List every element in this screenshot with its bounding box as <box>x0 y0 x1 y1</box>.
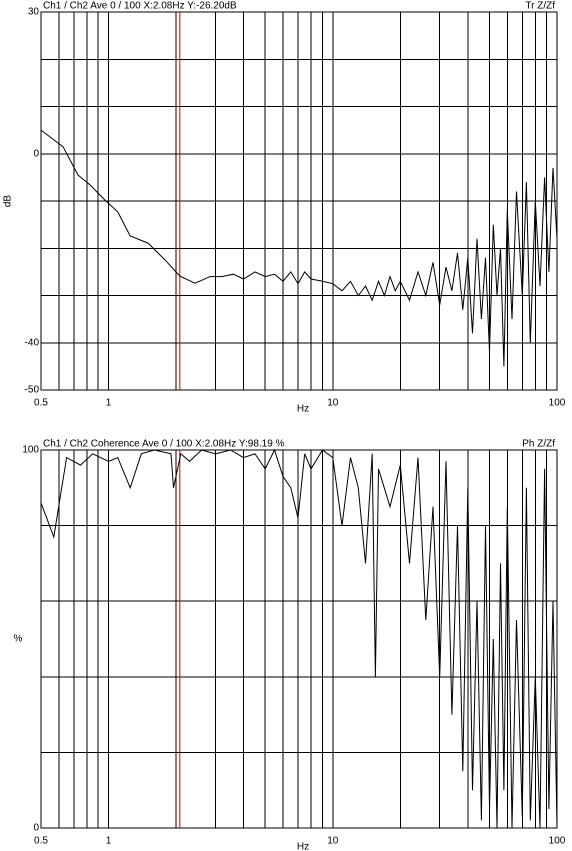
y-tick-label: 0 <box>33 823 39 834</box>
header-right: Tr Z/Zf <box>525 1 555 12</box>
header-left: Ch1 / Ch2 Ave 0 / 100 X:2.08Hz Y:-26.20d… <box>43 1 237 12</box>
y-axis-label: % <box>14 634 23 645</box>
data-line <box>40 129 558 367</box>
header-left: Ch1 / Ch2 Coherence Ave 0 / 100 X:2.08Hz… <box>43 439 285 450</box>
y-tick-label: 30 <box>28 7 40 18</box>
header-right: Ph Z/Zf <box>522 439 555 450</box>
x-tick-label: 1 <box>106 398 112 409</box>
y-tick-label: 100 <box>22 445 39 456</box>
x-tick-label: 1 <box>106 836 112 847</box>
x-tick-label: 10 <box>327 836 339 847</box>
y-tick-label: -40 <box>25 337 40 348</box>
x-tick-label: 0.5 <box>34 398 48 409</box>
x-axis-label: Hz <box>297 842 309 851</box>
y-tick-label: -50 <box>25 385 40 396</box>
x-axis-label: Hz <box>297 404 309 415</box>
y-axis-label: dB <box>3 195 14 208</box>
x-tick-label: 10 <box>327 398 339 409</box>
x-tick-label: 0.5 <box>34 836 48 847</box>
x-tick-label: 100 <box>549 836 566 847</box>
data-line <box>40 448 558 829</box>
plot-frame <box>40 449 558 829</box>
x-tick-label: 100 <box>549 398 566 409</box>
y-tick-label: 0 <box>33 148 39 159</box>
plot-frame <box>40 11 558 391</box>
